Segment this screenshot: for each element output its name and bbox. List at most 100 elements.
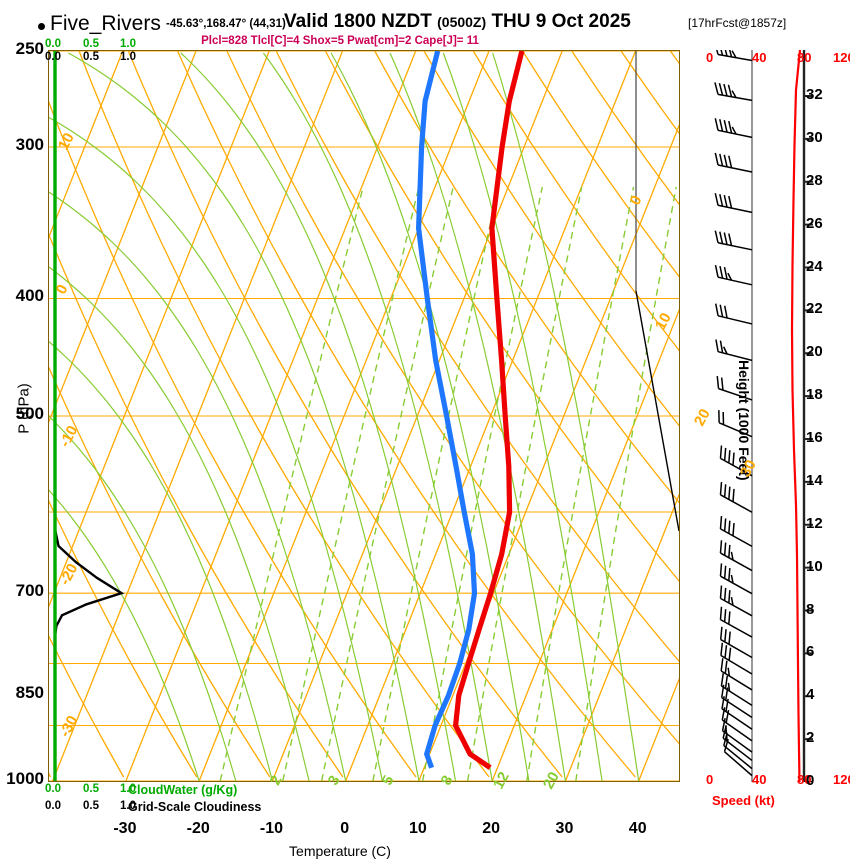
isotherm-line [52,51,344,781]
pressure-tick-1000: 1000 [6,769,44,788]
valid-time-day: THU 9 Oct 2025 [491,11,631,32]
cloudiness-tick-bot-2: 1.0 [120,800,136,812]
wind-barb [723,732,753,770]
parcel-boundary-line [635,290,679,532]
height-tick-label-22: 22 [806,300,823,318]
cloudwater-tick-bot-0: 0.0 [45,783,61,795]
dry-adiabat-line [374,51,679,504]
pressure-tick-300: 300 [15,135,44,154]
height-tick-label-6: 6 [806,643,815,661]
wind-barb [719,445,753,477]
speed-tick-bot-0: 0 [706,772,714,787]
temperature-axis-title: Temperature (C) [289,843,391,859]
isotherm-line [198,51,490,781]
wind-barb [714,230,753,251]
valid-time-zulu: (0500Z) [437,14,487,30]
wind-barb [720,684,753,719]
wind-barb [714,82,753,102]
height-tick-label-2: 2 [806,729,815,747]
wind-barb [723,738,753,777]
dry-adiabat-line [324,51,679,582]
wind-barb [719,516,753,548]
speed-tick-top-80: 80 [797,50,812,65]
wind-barb [714,193,753,214]
speed-tick-bot-40: 40 [752,772,767,787]
pressure-tick-250: 250 [15,39,44,58]
temperature-tick-30: 30 [555,820,574,837]
moist-adiabat-line [49,191,347,781]
height-tick-label-30: 30 [806,128,823,146]
dry-adiabat-line [571,51,679,206]
temperature-tick-20: 20 [482,820,501,837]
forecast-hour-label: [17hrFcst@1857z] [688,16,787,30]
cloudiness-legend-label: Grid-Scale Cloudiness [128,800,262,814]
cloudwater-tick-top-0: 0.0 [45,38,61,50]
cloudiness-tick-top-1: 0.5 [83,51,99,63]
height-axis-panel [786,49,850,783]
cloudwater-tick-bot-1: 0.5 [83,783,99,795]
mixing-ratio-line [219,186,364,781]
wind-barb-panel [680,42,786,782]
moist-adiabat-line [180,52,457,781]
speed-tick-bot-80: 80 [797,772,812,787]
speed-tick-top-40: 40 [752,50,767,65]
isotherm-line [564,493,679,781]
height-tick-label-12: 12 [806,514,823,532]
cloudwater-tick-top-1: 0.5 [83,38,99,50]
wind-barb [719,563,753,595]
height-axis-canvas [790,49,813,783]
height-tick-label-28: 28 [806,171,823,189]
wind-barb [720,673,753,707]
moist-adiabat-line [389,52,567,781]
cloudiness-tick-top-2: 1.0 [120,51,136,63]
wind-barb [714,303,753,325]
height-tick-label-4: 4 [806,686,815,704]
station-name: Five_Rivers [50,12,161,35]
moist-adiabat-line [330,52,530,781]
wind-barb [715,339,753,362]
mixing-ratio-line [422,186,543,781]
cloudiness-tick-bot-0: 0.0 [45,800,61,812]
wind-barb [719,540,753,572]
isotherm-line [49,51,197,424]
temperature-tick-10: 10 [409,820,427,837]
moist-adiabat-line [49,415,237,781]
isotherm-line [49,51,124,239]
valid-time-main: Valid 1800 NZDT [284,11,432,32]
speed-tick-bot-120: 120 [833,772,850,787]
wind-barb [714,42,753,62]
height-tick-label-20: 20 [806,343,823,361]
height-tick-label-24: 24 [806,257,823,275]
skewt-plot-area[interactable] [48,50,680,782]
moist-adiabat-line [442,52,603,781]
dry-adiabat-line [49,233,344,778]
isotherm-line [125,51,417,781]
sounding-parameters: Plcl=828 Tlcl[C]=4 Shox=5 Pwat[cm]=2 Cap… [201,35,479,47]
moist-adiabat-line [49,489,200,781]
wind-barb [720,642,753,675]
speed-axis-title: Speed (kt) [712,793,775,808]
temperature-tick-0: 0 [340,820,350,837]
dry-adiabat-line [49,100,417,778]
pressure-tick-500: 500 [15,404,44,423]
height-tick-label-26: 26 [806,214,823,232]
wind-barb [719,481,753,513]
wind-barb [719,585,753,617]
pressure-tick-700: 700 [15,581,44,601]
dry-adiabat-line [226,51,679,745]
wind-barb [716,376,753,401]
temperature-trace [452,51,525,770]
mixing-ratio-line [372,186,500,781]
dewpoint-trace [415,51,478,769]
dry-adiabat-line [423,51,679,427]
wind-barb [721,696,753,730]
pressure-tick-400: 400 [15,286,44,306]
dry-adiabat-line [177,51,636,778]
dry-adiabat-line [49,500,198,778]
valid-time: Valid 1800 NZDT (0500Z) THU 9 Oct 2025 [284,11,631,33]
wind-barb [714,118,753,139]
temperature-tick--20: -20 [186,820,210,837]
moist-adiabat-line [492,52,640,781]
mixing-ratio-line [466,186,583,781]
mixing-ratio-line [575,186,677,781]
